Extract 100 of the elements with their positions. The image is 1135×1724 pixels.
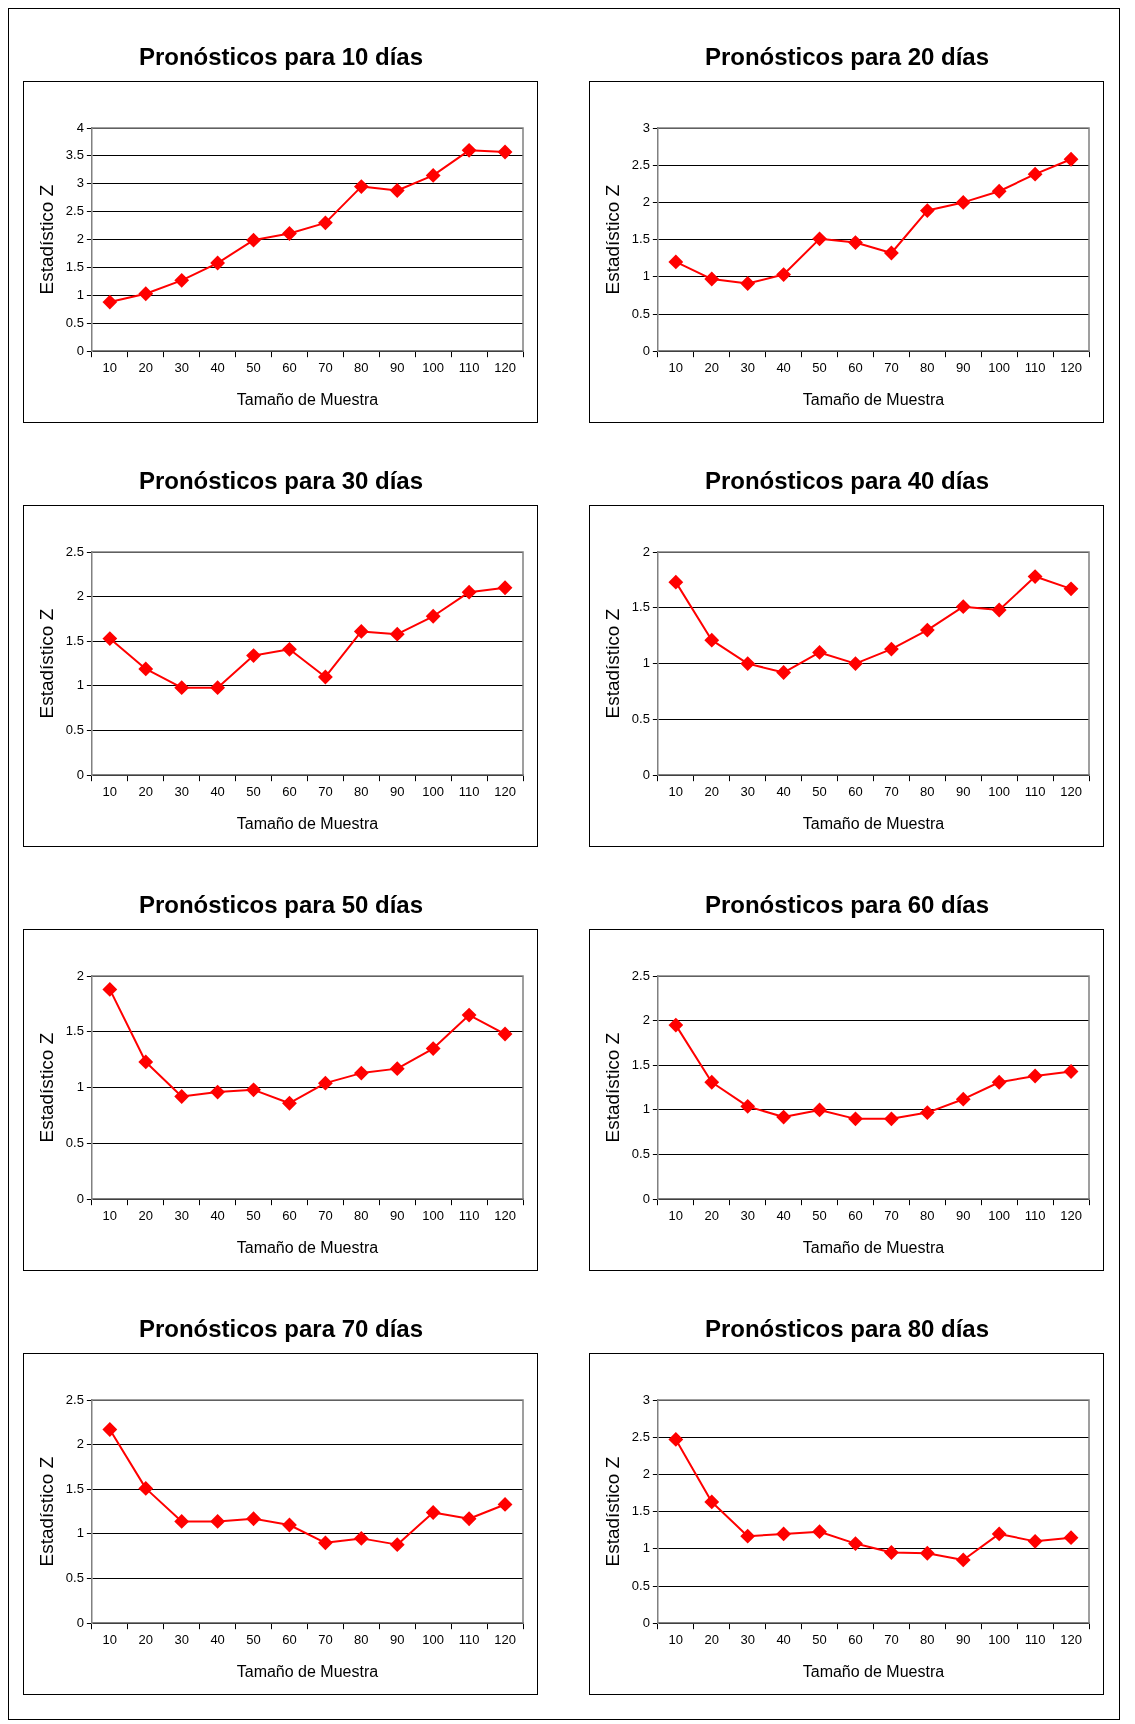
point: [246, 648, 261, 663]
point: [390, 1537, 405, 1552]
x-tick-label: 60: [848, 1631, 863, 1647]
x-tick-label: 50: [812, 1207, 827, 1223]
x-tick-label: 90: [956, 359, 971, 375]
x-tick-label: 110: [1024, 1631, 1046, 1647]
point: [138, 1481, 153, 1496]
point: [1064, 581, 1079, 596]
y-tick-label: 3: [642, 119, 650, 135]
x-tick-label: 80: [920, 359, 935, 375]
x-axis-title: Tamaño de Muestra: [236, 814, 379, 832]
point: [426, 168, 441, 183]
y-axis-title: Estadístico Z: [35, 1456, 57, 1567]
y-tick-label: 1: [76, 677, 84, 693]
x-tick-label: 10: [102, 1631, 118, 1647]
point: [704, 1494, 719, 1509]
point: [174, 1089, 189, 1104]
x-tick-label: 10: [668, 1207, 684, 1223]
x-tick-label: 70: [318, 783, 333, 799]
x-tick-label: 70: [884, 1631, 899, 1647]
point: [498, 1497, 513, 1512]
x-tick-label: 90: [390, 359, 405, 375]
point: [102, 982, 117, 997]
point: [668, 1018, 683, 1033]
x-tick-label: 60: [282, 359, 297, 375]
x-axis-title: Tamaño de Muestra: [802, 1238, 945, 1256]
x-tick-label: 100: [422, 783, 445, 799]
point: [1028, 1068, 1043, 1083]
x-tick-label: 70: [884, 783, 899, 799]
point: [848, 656, 863, 671]
point: [776, 267, 791, 282]
point: [1064, 1064, 1079, 1079]
x-tick-label: 60: [282, 783, 297, 799]
x-tick-label: 90: [956, 783, 971, 799]
point: [920, 623, 935, 638]
point: [390, 627, 405, 642]
point: [318, 669, 333, 684]
chart-title: Pronósticos para 20 días: [703, 42, 991, 72]
x-tick-label: 30: [174, 359, 189, 375]
x-tick-label: 100: [988, 1207, 1011, 1223]
point: [992, 184, 1007, 199]
point: [740, 1099, 755, 1114]
y-tick-label: 2: [76, 588, 84, 604]
x-tick-label: 120: [1060, 1631, 1082, 1647]
x-tick-label: 120: [494, 783, 516, 799]
x-tick-label: 10: [102, 1207, 118, 1223]
x-tick-label: 120: [1060, 783, 1082, 799]
x-tick-label: 10: [102, 359, 118, 375]
x-tick-label: 120: [1060, 1207, 1082, 1223]
point: [992, 1526, 1007, 1541]
point: [740, 1529, 755, 1544]
point: [704, 1075, 719, 1090]
y-tick-label: 1: [642, 1540, 650, 1556]
y-tick-label: 2.5: [65, 543, 84, 559]
x-tick-label: 60: [848, 783, 863, 799]
point: [210, 256, 225, 271]
chart-title: Pronósticos para 40 días: [703, 466, 991, 496]
point: [498, 144, 513, 159]
point: [138, 661, 153, 676]
y-axis-title: Estadístico Z: [35, 184, 57, 295]
y-tick-label: 1: [642, 655, 650, 671]
point: [174, 680, 189, 695]
x-tick-label: 30: [740, 783, 755, 799]
y-tick-label: 0: [76, 1614, 84, 1630]
y-tick-label: 1.5: [631, 231, 650, 247]
x-tick-label: 40: [210, 1631, 225, 1647]
point: [1028, 1534, 1043, 1549]
y-tick-label: 1.5: [631, 599, 650, 615]
y-tick-label: 0: [642, 1614, 650, 1630]
point: [704, 633, 719, 648]
point: [812, 1524, 827, 1539]
point: [740, 276, 755, 291]
point: [174, 1514, 189, 1529]
x-tick-label: 30: [740, 1207, 755, 1223]
y-tick-label: 2: [642, 1465, 650, 1481]
x-tick-label: 100: [988, 783, 1011, 799]
point: [354, 1531, 369, 1546]
y-tick-label: 1.5: [65, 259, 84, 275]
point: [920, 1546, 935, 1561]
point: [318, 215, 333, 230]
y-tick-label: 3: [642, 1391, 650, 1407]
y-tick-label: 4: [76, 119, 84, 135]
y-tick-label: 2.5: [65, 1391, 84, 1407]
x-tick-label: 90: [956, 1631, 971, 1647]
x-tick-label: 100: [988, 359, 1011, 375]
x-tick-label: 40: [776, 1207, 791, 1223]
point: [956, 195, 971, 210]
x-tick-label: 110: [458, 359, 480, 375]
point: [704, 272, 719, 287]
point: [138, 286, 153, 301]
point: [920, 203, 935, 218]
y-tick-label: 0.5: [65, 314, 84, 330]
point: [318, 1076, 333, 1091]
point: [884, 245, 899, 260]
x-tick-label: 50: [246, 1207, 261, 1223]
x-tick-label: 30: [740, 1631, 755, 1647]
y-tick-label: 0: [642, 1190, 650, 1206]
x-tick-label: 50: [246, 783, 261, 799]
y-tick-label: 0.5: [631, 305, 650, 321]
x-tick-label: 80: [920, 1631, 935, 1647]
